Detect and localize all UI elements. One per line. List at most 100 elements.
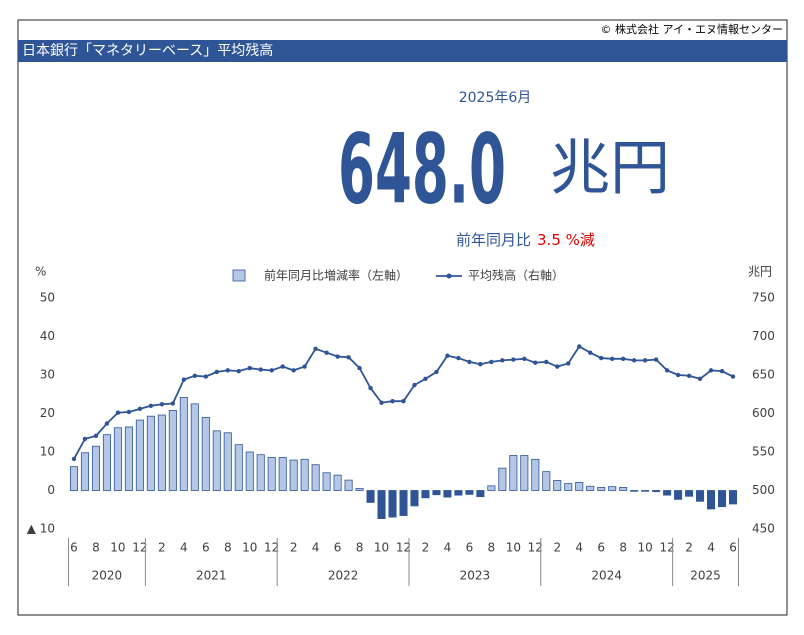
x-tick-label: 4 — [707, 541, 715, 555]
bar — [476, 490, 485, 498]
y-tick-label: 20 — [40, 406, 55, 420]
line-marker — [686, 373, 692, 378]
comparison-value: 3.5 % — [537, 231, 580, 249]
bar — [388, 490, 397, 518]
bar — [575, 482, 584, 491]
x-tick-label: 6 — [597, 541, 605, 555]
line-marker — [82, 436, 88, 442]
line-marker — [357, 365, 362, 371]
line-marker — [401, 398, 406, 404]
bar — [267, 456, 276, 491]
bar — [223, 432, 232, 491]
line-marker — [258, 367, 263, 372]
bar — [718, 490, 727, 508]
bar — [234, 444, 243, 491]
x-tick-label: 8 — [488, 541, 496, 555]
x-tick-label: 10 — [637, 541, 652, 555]
line-marker — [269, 368, 274, 373]
bar — [179, 396, 188, 491]
line-marker — [533, 360, 538, 365]
y2-tick-label: 650 — [752, 368, 775, 382]
y-tick-label: 30 — [40, 368, 55, 382]
line-marker — [159, 402, 165, 407]
bar — [410, 490, 419, 507]
y-axis-unit: % — [35, 265, 46, 279]
y2-axis-unit: 兆円 — [748, 265, 772, 279]
line-marker — [599, 355, 604, 361]
y-tick-label: 0 — [47, 483, 55, 497]
line-marker — [214, 369, 219, 375]
bar — [487, 485, 496, 491]
bar — [91, 445, 100, 491]
line-marker — [126, 409, 132, 415]
x-tick-label: 10 — [242, 541, 257, 555]
bar — [377, 490, 386, 520]
line-marker — [324, 350, 329, 355]
line-marker — [456, 355, 461, 361]
line-marker — [280, 364, 285, 369]
bar — [146, 415, 155, 491]
x-tick-label: 2 — [290, 541, 298, 555]
x-tick-label: 12 — [528, 541, 543, 555]
line-marker — [642, 358, 648, 363]
bar — [520, 455, 529, 491]
legend-label: 前年同月比増減率（左軸） — [264, 268, 408, 283]
year-label: 2020 — [92, 569, 123, 583]
line-marker — [148, 403, 154, 408]
x-tick-label: 10 — [110, 541, 125, 555]
bar — [630, 490, 639, 492]
period: 2025年6月 — [459, 90, 532, 106]
line-marker — [291, 368, 296, 373]
x-tick-label: 8 — [92, 541, 100, 555]
bar — [157, 414, 166, 491]
y2-tick-label: 700 — [752, 329, 775, 343]
comparison-label-text: 前年同月比 — [456, 231, 531, 249]
bar — [201, 416, 210, 491]
bar — [333, 474, 342, 491]
line-marker — [445, 353, 450, 358]
line-marker — [730, 374, 736, 379]
x-tick-label: 4 — [312, 541, 320, 555]
year-label: 2022 — [328, 569, 359, 583]
bar — [168, 410, 177, 491]
x-tick-label: 10 — [374, 541, 389, 555]
line-marker — [434, 369, 439, 375]
bar — [641, 490, 650, 492]
x-tick-label: 8 — [356, 541, 364, 555]
y2-tick-label: 550 — [752, 445, 775, 459]
x-tick-label: 6 — [70, 541, 78, 555]
x-tick-label: 6 — [334, 541, 342, 555]
y2-tick-label: 500 — [752, 483, 775, 497]
bar — [509, 455, 518, 491]
legend-swatch — [232, 269, 246, 282]
bar — [289, 459, 298, 491]
line-marker — [609, 356, 615, 362]
bar — [465, 490, 474, 495]
bar — [586, 485, 595, 491]
line-marker — [719, 368, 725, 374]
bar — [135, 419, 144, 491]
x-tick-label: 4 — [444, 541, 452, 555]
bar — [553, 480, 562, 491]
bar — [190, 403, 199, 491]
line-marker — [335, 354, 340, 359]
x-tick-label: 8 — [619, 541, 627, 555]
bar — [102, 434, 111, 491]
line-marker — [708, 368, 714, 373]
y-tick-label: 10 — [40, 445, 55, 459]
bar — [69, 466, 79, 491]
bar — [564, 483, 573, 491]
line-marker — [631, 358, 637, 363]
bar — [443, 490, 452, 498]
headline-unit: 兆円 — [550, 134, 670, 204]
header-bar — [18, 40, 787, 62]
line-marker — [236, 368, 241, 374]
line-marker — [500, 358, 505, 363]
y2-tick-label: 450 — [752, 522, 775, 536]
line-marker — [675, 372, 681, 378]
line-marker — [697, 376, 703, 382]
bar — [113, 427, 122, 491]
x-tick-label: 2 — [685, 541, 693, 555]
line-marker — [203, 374, 208, 379]
